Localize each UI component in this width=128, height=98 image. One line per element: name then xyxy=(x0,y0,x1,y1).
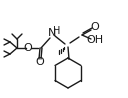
Text: H: H xyxy=(53,26,61,36)
Text: O: O xyxy=(36,57,44,67)
Text: O: O xyxy=(24,43,32,53)
Text: O: O xyxy=(91,22,99,32)
Text: N: N xyxy=(48,28,56,38)
Text: OH: OH xyxy=(86,35,104,45)
